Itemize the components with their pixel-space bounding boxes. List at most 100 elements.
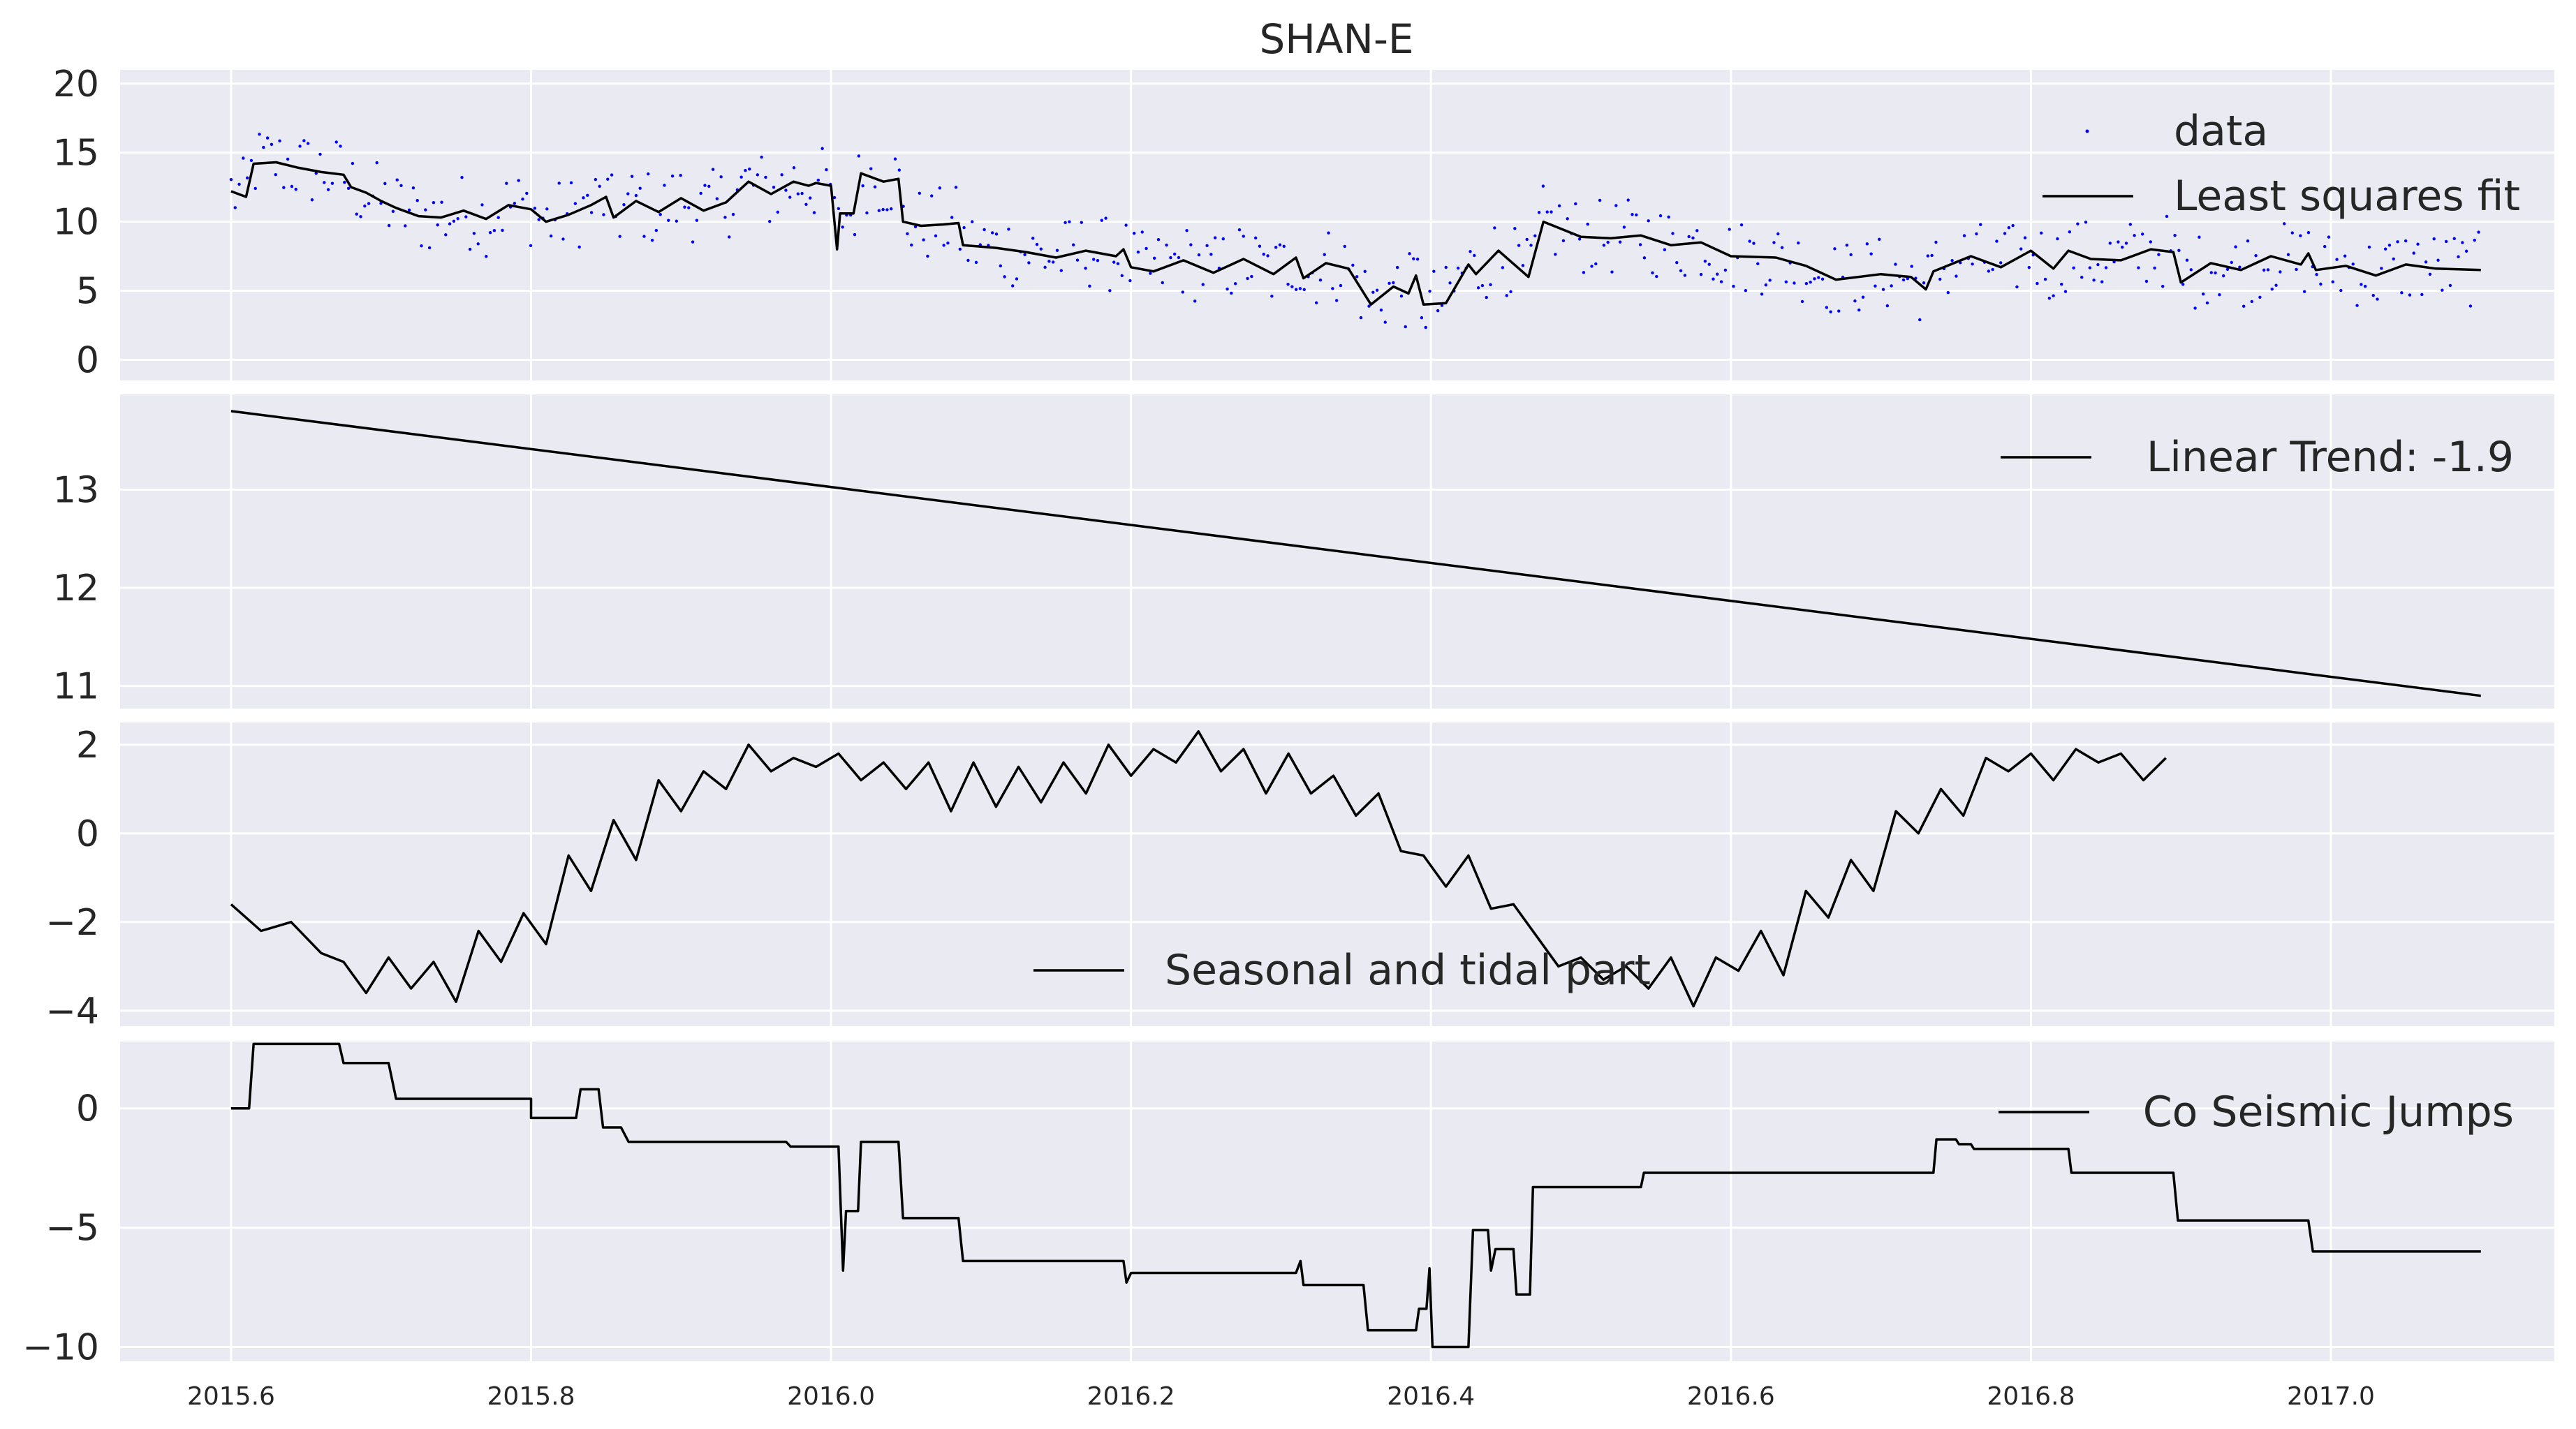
data-point (2201, 292, 2205, 296)
data-point (1675, 260, 1679, 265)
data-point (2468, 304, 2473, 308)
data-point (1084, 267, 1087, 270)
data-point (638, 186, 642, 190)
panel-background (120, 1042, 2554, 1361)
data-point (2266, 268, 2270, 272)
data-point (436, 223, 439, 227)
data-point (1728, 228, 1731, 231)
data-point (768, 219, 772, 223)
data-point (2161, 284, 2165, 288)
data-point (1388, 281, 1391, 286)
data-point (1671, 232, 1675, 235)
data-point (744, 168, 747, 172)
data-point (513, 202, 517, 205)
data-point (642, 235, 646, 238)
data-point (1383, 320, 1387, 324)
data-point (994, 232, 999, 236)
data-point (339, 145, 342, 148)
data-point (1545, 210, 1549, 214)
data-point (1116, 262, 1120, 265)
data-point (492, 229, 496, 232)
data-points (229, 133, 2480, 330)
data-point (1424, 325, 1427, 330)
data-point (1837, 309, 1841, 313)
data-point (2209, 271, 2213, 274)
data-point (1091, 258, 1096, 261)
y-tick-label: 5 (76, 270, 99, 312)
data-point (2319, 282, 2323, 286)
data-point (355, 212, 358, 216)
data-point (242, 156, 245, 160)
data-point (715, 197, 719, 200)
data-point (1577, 237, 1582, 241)
data-point (971, 220, 974, 223)
data-point (1857, 308, 1861, 312)
data-point (865, 211, 869, 215)
data-point (606, 177, 610, 181)
data-point (1533, 234, 1537, 237)
x-tick-label: 2016.0 (787, 1382, 875, 1411)
x-tick-label: 2016.2 (1087, 1382, 1175, 1411)
data-point (1655, 274, 1658, 279)
data-point (2331, 280, 2334, 283)
data-point (2056, 237, 2059, 241)
panel-3: 2 0 −2 −4 Seasonal and tidal part (45, 723, 2554, 1032)
data-point (1934, 240, 1938, 244)
data-point (1436, 309, 1440, 313)
data-point (1408, 252, 1411, 256)
data-point (1739, 223, 1744, 227)
data-point (1582, 271, 1586, 274)
data-point (890, 207, 893, 211)
chart-title: SHAN-E (1259, 15, 1413, 63)
data-point (1051, 260, 1055, 264)
data-point (460, 175, 464, 179)
y-tick-label: −4 (45, 991, 99, 1032)
data-point (1359, 316, 1363, 320)
data-point (1392, 281, 1395, 285)
data-point (1679, 269, 1683, 272)
data-point (290, 184, 294, 188)
data-point (1253, 236, 1258, 239)
data-point (557, 182, 561, 185)
data-point (1768, 279, 1772, 282)
data-point (2404, 239, 2408, 243)
data-point (934, 234, 938, 238)
data-point (825, 168, 828, 172)
data-point (577, 245, 581, 249)
data-point (1618, 240, 1622, 244)
data-point (2383, 247, 2387, 251)
data-point (885, 208, 889, 212)
data-point (1521, 264, 1525, 267)
data-point (1290, 285, 1294, 288)
data-point (1108, 289, 1112, 293)
data-point (2063, 290, 2068, 293)
data-point (359, 215, 362, 219)
data-point (2214, 271, 2217, 275)
y-tick-label: 20 (53, 64, 99, 105)
data-point (1412, 257, 1415, 260)
data-point (2290, 231, 2294, 235)
data-point (2327, 235, 2331, 239)
data-point (1744, 289, 1748, 293)
data-point (2234, 245, 2237, 249)
data-point (1793, 281, 1796, 285)
data-point (1282, 244, 1286, 249)
data-point (1874, 284, 1877, 288)
data-point (1015, 277, 1019, 281)
data-point (2392, 257, 2395, 261)
data-point (1748, 239, 1751, 243)
data-point (1286, 283, 1290, 286)
data-point (334, 140, 338, 144)
data-point (1561, 239, 1566, 243)
data-point (2140, 232, 2144, 236)
data-point (2177, 249, 2181, 252)
data-point (1509, 290, 1513, 293)
data-point (703, 184, 707, 187)
data-point (2396, 240, 2399, 244)
data-point (938, 186, 942, 190)
data-point (1404, 325, 1407, 329)
data-point (233, 206, 237, 209)
data-point (1586, 222, 1589, 226)
x-tick-label: 2015.8 (487, 1382, 575, 1411)
data-point (1638, 243, 1642, 246)
